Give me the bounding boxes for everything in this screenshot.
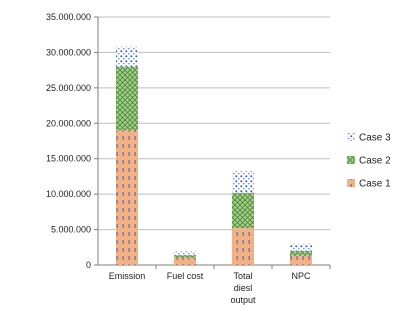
bar-segment-case-3: [289, 243, 313, 251]
y-tick-label: 20.000.000: [46, 118, 91, 128]
y-tick-label: 5.000.000: [51, 225, 91, 235]
x-category-label-line: Total: [233, 271, 252, 281]
bar-segment-case-1: [173, 257, 197, 265]
y-tick-label: 30.000.000: [46, 47, 91, 57]
legend-label: Case 2: [359, 156, 391, 167]
legend-swatch: [347, 133, 355, 141]
bar-segment-case-2: [231, 192, 255, 229]
legend-swatch: [347, 179, 355, 187]
bar-segment-case-3: [115, 46, 139, 67]
bar-segment-case-3: [231, 171, 255, 193]
legend-swatch: [347, 156, 355, 164]
y-tick-label: 25.000.000: [46, 83, 91, 93]
x-category-label-line: output: [230, 295, 256, 305]
x-category-label: NPC: [291, 271, 311, 281]
x-category-label: Emission: [109, 271, 146, 281]
bar-segment-case-1: [289, 255, 313, 265]
bar-segment-case-2: [289, 250, 313, 256]
y-tick-label: 0: [86, 260, 91, 270]
x-category-label-line: NPC: [291, 271, 311, 281]
bar-segment-case-2: [115, 66, 139, 131]
x-category-label-line: Emission: [109, 271, 146, 281]
y-tick-label: 15.000.000: [46, 154, 91, 164]
legend-label: Case 3: [359, 133, 391, 144]
x-category-label: Total diesl output: [230, 271, 256, 305]
y-tick-label: 35.000.000: [46, 12, 91, 22]
bar-segment-case-3: [173, 251, 197, 256]
x-category-label-line: Fuel cost: [167, 271, 204, 281]
bar-segment-case-1: [231, 228, 255, 265]
x-category-label: Fuel cost: [167, 271, 204, 281]
bar-segment-case-2: [173, 255, 197, 258]
x-category-label-line: diesl: [234, 283, 253, 293]
y-tick-label: 10.000.000: [46, 189, 91, 199]
legend-label: Case 1: [359, 179, 391, 190]
bar-segment-case-1: [115, 130, 139, 265]
